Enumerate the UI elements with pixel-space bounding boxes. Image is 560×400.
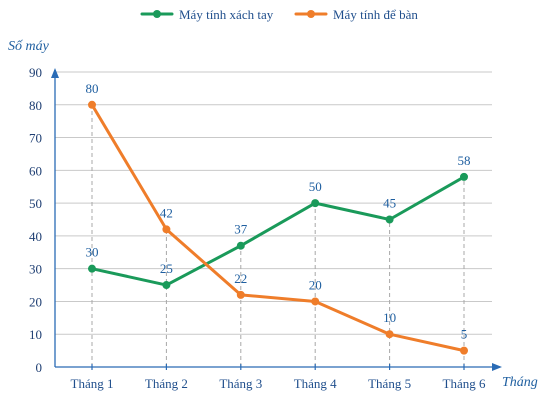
legend: Máy tính xách tay Máy tính để bàn: [140, 7, 418, 22]
series-2-data-label-2: 42: [160, 205, 173, 220]
series-1-point-2: [162, 281, 171, 290]
legend-label-1: Máy tính xách tay: [179, 7, 274, 22]
series-line-1: [90, 175, 466, 287]
x-axis-arrow: [492, 363, 502, 371]
y-tick-label-50: 50: [29, 196, 42, 211]
y-tick-label-90: 90: [29, 65, 42, 80]
y-tick-label-40: 40: [29, 229, 42, 244]
series-2-data-label-5: 10: [383, 310, 396, 325]
series-2-point-1: [88, 100, 96, 109]
series-1-point-6: [460, 172, 468, 181]
x-tick-label-3: Tháng 3: [219, 376, 262, 391]
y-tick-label-70: 70: [29, 131, 42, 146]
series-2-point-5: [385, 330, 394, 339]
series-line-2: [90, 103, 466, 353]
series-lines: [88, 100, 468, 355]
series-1-data-label-2: 25: [160, 261, 173, 276]
y-tick-label-60: 60: [29, 163, 42, 178]
x-axis-title: Tháng: [502, 375, 538, 390]
legend-swatch-marker-2: [307, 10, 315, 18]
x-tick-label-5: Tháng 5: [368, 376, 411, 391]
series-2-data-label-1: 80: [86, 81, 99, 96]
series-1-point-3: [236, 241, 245, 250]
y-axis-arrow: [51, 68, 59, 78]
x-tick-label-1: Tháng 1: [71, 376, 114, 391]
x-tick-label-6: Tháng 6: [443, 376, 486, 391]
series-2-point-6: [460, 346, 468, 355]
y-tick-label-80: 80: [29, 98, 42, 113]
series-2-data-label-3: 22: [234, 271, 247, 286]
series-2-point-3: [236, 290, 245, 299]
category-guide-lines: [91, 104, 465, 367]
y-axis-title: Số máy: [8, 39, 50, 54]
y-tick-label-0: 0: [36, 360, 43, 375]
series-1-data-label-3: 37: [234, 222, 248, 237]
x-tick-label-2: Tháng 2: [145, 376, 188, 391]
series-1-point-4: [311, 199, 320, 208]
y-tick-label-20: 20: [29, 294, 42, 309]
series-2-data-label-6: 5: [461, 327, 468, 342]
series-1-data-label-5: 45: [383, 196, 396, 211]
data-labels: 30 25 37 50 45 58 80 42 22 20 10 5: [86, 81, 471, 342]
legend-swatch-marker-1: [153, 10, 161, 18]
grid-lines: [55, 71, 492, 335]
series-2-data-label-4: 20: [309, 277, 322, 292]
axes: 0 10 20 30 40 50 60 70 80 90 Tháng 1 Tháng 2 Tháng 3…: [29, 65, 502, 391]
y-tick-label-30: 30: [29, 262, 42, 277]
x-tick-label-4: Tháng 4: [294, 376, 337, 391]
series-2-point-2: [162, 225, 171, 234]
series-1-data-label-4: 50: [309, 179, 322, 194]
series-1-point-5: [385, 215, 394, 224]
series-1-point-1: [88, 264, 96, 273]
series-2-point-4: [311, 297, 320, 306]
y-tick-label-10: 10: [29, 327, 42, 342]
series-1-data-label-1: 30: [86, 245, 99, 260]
legend-label-2: Máy tính để bàn: [333, 7, 418, 22]
series-1-data-label-6: 58: [458, 153, 471, 168]
